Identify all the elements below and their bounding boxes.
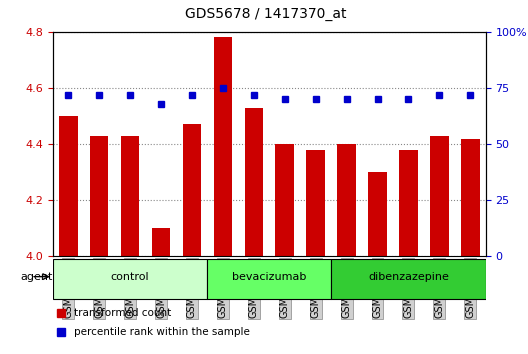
Bar xyxy=(368,172,387,256)
Bar xyxy=(276,144,294,256)
Bar xyxy=(214,38,232,256)
Text: transformed count: transformed count xyxy=(74,308,172,318)
Bar xyxy=(337,144,356,256)
FancyBboxPatch shape xyxy=(53,259,208,299)
Text: dibenzazepine: dibenzazepine xyxy=(368,272,449,282)
Bar xyxy=(152,228,171,256)
Bar xyxy=(244,108,263,256)
Text: bevacizumab: bevacizumab xyxy=(232,272,306,282)
Text: GDS5678 / 1417370_at: GDS5678 / 1417370_at xyxy=(185,7,346,21)
Bar xyxy=(121,136,139,256)
Text: percentile rank within the sample: percentile rank within the sample xyxy=(74,327,250,337)
Bar xyxy=(399,150,418,256)
Bar xyxy=(183,125,201,256)
FancyBboxPatch shape xyxy=(331,259,486,299)
FancyBboxPatch shape xyxy=(208,259,331,299)
Bar xyxy=(461,138,479,256)
Bar xyxy=(90,136,108,256)
Text: control: control xyxy=(111,272,149,282)
Bar xyxy=(430,136,449,256)
Bar xyxy=(59,116,78,256)
Bar xyxy=(306,150,325,256)
Text: agent: agent xyxy=(21,272,53,282)
